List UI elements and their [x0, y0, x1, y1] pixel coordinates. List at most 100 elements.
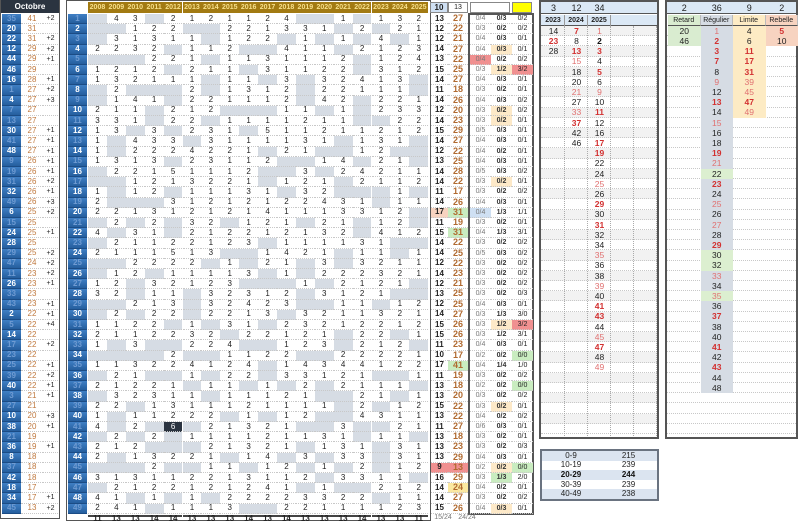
grid-cell[interactable]: 1	[352, 146, 372, 157]
grid-cell[interactable]	[409, 238, 429, 249]
grid-cell[interactable]: 3	[125, 228, 145, 239]
grid-cell[interactable]	[258, 360, 277, 371]
row-number[interactable]: 11	[68, 116, 87, 127]
grid-cell[interactable]: 4	[182, 360, 202, 371]
year-header[interactable]: 2014	[201, 2, 221, 13]
grid-cell[interactable]	[352, 187, 372, 198]
status-number[interactable]: 6	[733, 36, 766, 47]
grid-cell[interactable]: 1	[390, 411, 410, 422]
grid-cell[interactable]: 1	[371, 381, 391, 392]
grid-cell[interactable]	[295, 299, 315, 310]
year-number[interactable]: 11	[595, 107, 604, 118]
grid-cell[interactable]: 5	[258, 126, 277, 137]
grid-cell[interactable]: 4	[258, 207, 277, 218]
grid-cell[interactable]: 1	[295, 65, 315, 76]
grid-cell[interactable]: 2	[201, 14, 221, 25]
grid-cell[interactable]	[201, 24, 221, 35]
grid-cell[interactable]	[314, 146, 334, 157]
grid-cell[interactable]	[125, 126, 145, 137]
status-number[interactable]: 43	[712, 362, 722, 373]
grid-cell[interactable]: 2	[409, 228, 429, 239]
year-header[interactable]: 2013	[182, 2, 202, 13]
grid-cell[interactable]: 2	[182, 126, 202, 137]
grid-cell[interactable]: 2	[352, 493, 372, 504]
row-number[interactable]: 41	[68, 422, 87, 433]
grid-cell[interactable]: 3	[390, 75, 410, 86]
grid-cell[interactable]: 1	[239, 452, 259, 463]
grid-cell[interactable]: 1	[182, 197, 202, 208]
ranking-number[interactable]: 45	[2, 503, 21, 514]
row-number[interactable]: 45	[68, 462, 87, 473]
grid-cell[interactable]: 2	[352, 340, 372, 351]
grid-cell[interactable]: 1	[220, 75, 240, 86]
grid-cell[interactable]: 1	[277, 258, 296, 269]
grid-cell[interactable]: 2	[333, 381, 353, 392]
grid-cell[interactable]: 1	[182, 432, 202, 443]
grid-cell[interactable]: 1	[220, 34, 240, 45]
grid-cell[interactable]: 2	[352, 462, 372, 473]
grid-cell[interactable]	[333, 187, 353, 198]
grid-cell[interactable]	[352, 34, 372, 45]
grid-cell[interactable]: 1	[220, 422, 240, 433]
ranking-number[interactable]: 42	[2, 473, 21, 484]
year-number[interactable]: 38	[594, 270, 605, 281]
grid-cell[interactable]	[277, 381, 296, 392]
grid-cell[interactable]	[239, 44, 259, 55]
grid-cell[interactable]	[333, 330, 353, 341]
grid-cell[interactable]: 2	[390, 503, 410, 514]
grid-cell[interactable]: 3	[144, 207, 164, 218]
grid-cell[interactable]: 1	[239, 350, 259, 361]
row-number[interactable]: 29	[68, 299, 87, 310]
grid-cell[interactable]: 1	[409, 422, 429, 433]
row-number[interactable]: 30	[68, 309, 87, 320]
grid-cell[interactable]: 1	[239, 136, 259, 147]
grid-cell[interactable]: 2	[239, 483, 259, 494]
status-number[interactable]: 1	[714, 25, 720, 36]
grid-cell[interactable]: 2	[201, 309, 221, 320]
status-number[interactable]: 36	[712, 301, 722, 312]
grid-cell[interactable]: 2	[220, 493, 240, 504]
grid-cell[interactable]: 2	[314, 218, 334, 229]
grid-cell[interactable]: 1	[258, 85, 277, 96]
grid-cell[interactable]: 3	[371, 136, 391, 147]
grid-cell[interactable]: 1	[163, 75, 183, 86]
grid-cell[interactable]	[88, 167, 107, 178]
grid-cell[interactable]: 3	[352, 258, 372, 269]
grid-cell[interactable]: 2	[182, 258, 202, 269]
grid-cell[interactable]: 1	[409, 309, 429, 320]
grid-cell[interactable]: 2	[125, 269, 145, 280]
grid-cell[interactable]	[258, 167, 277, 178]
grid-cell[interactable]: 4	[125, 95, 145, 106]
grid-cell[interactable]	[88, 462, 107, 473]
grid-cell[interactable]: 2	[239, 24, 259, 35]
grid-cell[interactable]	[333, 462, 353, 473]
grid-cell[interactable]: 1	[201, 452, 221, 463]
grid-cell[interactable]	[258, 105, 277, 116]
grid-cell[interactable]	[409, 75, 429, 86]
grid-cell[interactable]	[352, 228, 372, 239]
grid-cell[interactable]: 1	[314, 462, 334, 473]
grid-cell[interactable]: 1	[220, 65, 240, 76]
grid-cell[interactable]: 2	[182, 473, 202, 484]
grid-cell[interactable]: 2	[258, 350, 277, 361]
grid-cell[interactable]: 1	[390, 401, 410, 412]
grid-cell[interactable]: 2	[125, 320, 145, 331]
status-number[interactable]: 31	[733, 66, 766, 77]
grid-cell[interactable]: 1	[201, 187, 221, 198]
status-number[interactable]: 39	[733, 77, 766, 88]
status-number[interactable]: 24	[712, 189, 722, 200]
year-header[interactable]: 2020	[314, 2, 334, 13]
grid-cell[interactable]: 3	[295, 320, 315, 331]
grid-cell[interactable]: 1	[125, 411, 145, 422]
year-number[interactable]: 24	[594, 168, 605, 179]
grid-cell[interactable]: 2	[144, 146, 164, 157]
grid-cell[interactable]: 2	[88, 248, 107, 259]
grid-cell[interactable]: 1	[201, 432, 221, 443]
grid-cell[interactable]: 2	[390, 44, 410, 55]
grid-cell[interactable]: 1	[333, 116, 353, 127]
grid-cell[interactable]: 2	[258, 258, 277, 269]
grid-cell[interactable]: 6	[163, 422, 183, 433]
grid-cell[interactable]	[295, 483, 315, 494]
grid-cell[interactable]	[295, 258, 315, 269]
grid-cell[interactable]	[352, 422, 372, 433]
